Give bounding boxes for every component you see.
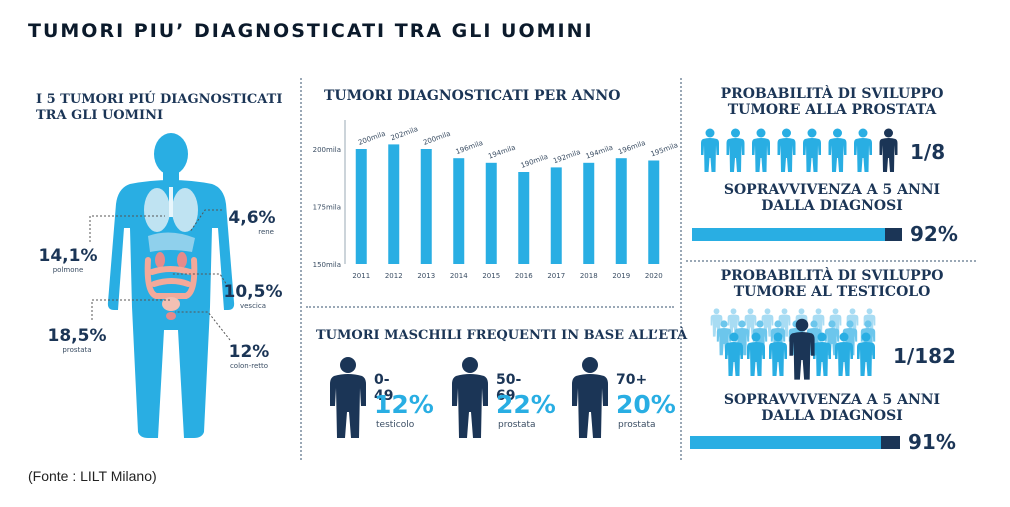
age-range: 50-69 [496, 372, 522, 404]
age-heading: TUMORI MASCHILI FREQUENTI IN BASE ALL’ET… [316, 328, 688, 343]
age-label: prostata [618, 420, 656, 430]
prostate-survival-bar [692, 228, 902, 241]
x-tick-label: 2011 [352, 272, 370, 280]
prostate-survival-heading: SOPRAVVIVENZA A 5 ANNI DALLA DIAGNOSI [723, 182, 941, 214]
bar-data-label: 196mila [455, 139, 484, 156]
divider-left [300, 78, 302, 460]
x-tick-label: 2019 [612, 272, 630, 280]
prostate-heading: PROBABILITÀ DI SVILUPPO TUMORE ALLA PROS… [720, 86, 944, 118]
y-tick-label: 200mila [313, 146, 341, 154]
person-highlight-icon [879, 128, 898, 172]
testicle-heading: PROBABILITÀ DI SVILUPPO TUMORE AL TESTIC… [720, 268, 944, 300]
bar-2012 [388, 144, 400, 264]
y-tick-label: 175mila [313, 204, 341, 212]
divider-right-middle [686, 260, 976, 262]
age-pct: 20% [616, 390, 676, 419]
x-tick-label: 2016 [515, 272, 533, 280]
x-tick-label: 2012 [385, 272, 403, 280]
chart-title: TUMORI DIAGNOSTICATI PER ANNO [324, 88, 621, 104]
bar-2016 [518, 172, 530, 264]
age-label: prostata [498, 420, 536, 430]
organ-item-polmone: 14,1% polmone [38, 246, 98, 274]
age-pct: 22% [496, 390, 556, 419]
bar-data-label: 200mila [422, 130, 451, 147]
bar-2018 [583, 162, 595, 264]
person-icon [777, 128, 796, 172]
leader-lines [89, 209, 231, 341]
bar-data-label: 194mila [487, 143, 516, 160]
bar-data-label: 192mila [552, 148, 581, 165]
person-icon [835, 332, 853, 376]
person-icon [701, 128, 719, 172]
bar-data-label: 200mila [357, 130, 386, 147]
person-icon [726, 128, 745, 172]
bar-2020 [648, 160, 660, 264]
person-icon [769, 332, 787, 376]
bar-2011 [355, 149, 367, 264]
prostate-people-icons [701, 128, 898, 172]
person-icon [725, 332, 743, 376]
prostate-survival-pct: 92% [910, 222, 958, 246]
x-tick-label: 2018 [580, 272, 598, 280]
testicle-ratio: 1/182 [893, 344, 956, 368]
person-icon [857, 332, 875, 376]
left-heading: I 5 TUMORI PIÚ DIAGNOSTICATI TRA GLI UOM… [36, 92, 283, 123]
source-note: (Fonte : LILT Milano) [28, 468, 157, 484]
testicle-survival-fill [690, 436, 882, 449]
organ-item-colon-retto: 12% colon-retto [228, 342, 270, 370]
x-tick-label: 2014 [450, 272, 468, 280]
y-tick-label: 150mila [313, 261, 341, 269]
person-icon [828, 128, 847, 172]
prostate-survival-fill [692, 228, 886, 241]
bar-2014 [453, 158, 465, 264]
testicle-survival-bar [690, 436, 900, 449]
person-icon [752, 128, 770, 172]
bar-data-label: 194mila [585, 143, 614, 160]
bar-2013 [420, 149, 432, 264]
bar-data-label: 195mila [650, 141, 679, 158]
bar-data-label: 196mila [617, 139, 646, 156]
person-icon [452, 357, 488, 438]
testicle-survival-heading: SOPRAVVIVENZA A 5 ANNI DALLA DIAGNOSI [723, 392, 941, 424]
bar-2015 [485, 162, 497, 264]
bar-2017 [550, 167, 562, 264]
x-tick-label: 2013 [417, 272, 435, 280]
x-tick-label: 2015 [482, 272, 500, 280]
person-icon [854, 128, 872, 172]
organ-item-prostata: 18,5% prostata [47, 326, 107, 354]
x-tick-label: 2020 [645, 272, 663, 280]
divider-middle [306, 306, 674, 308]
x-tick-label: 2017 [547, 272, 565, 280]
human-body-figure [107, 133, 235, 438]
organ-item-rene: 4,6% rene [228, 208, 276, 236]
testicle-people-icons [710, 308, 876, 380]
person-icon [803, 128, 821, 172]
age-pct: 12% [374, 390, 434, 419]
prostate-ratio: 1/8 [910, 140, 946, 164]
age-range: 70+ [616, 372, 648, 388]
bar-data-label: 202mila [390, 125, 419, 142]
bar-2019 [615, 158, 627, 264]
person-icon [330, 357, 366, 438]
bar-data-label: 190mila [520, 153, 549, 170]
page-title: TUMORI PIU’ DIAGNOSTICATI TRA GLI UOMINI [28, 20, 594, 42]
person-icon [813, 332, 831, 376]
bar-chart: 150mila175mila200mila200mila2011202mila2… [313, 120, 679, 280]
person-icon [572, 357, 608, 438]
organ-item-vescica: 10,5% vescica [223, 282, 283, 310]
divider-right [680, 78, 682, 460]
person-highlight-icon [789, 318, 815, 380]
person-icon [747, 332, 765, 376]
age-label: testicolo [376, 420, 415, 430]
testicle-survival-pct: 91% [908, 430, 956, 454]
age-range: 0-49 [374, 372, 394, 404]
